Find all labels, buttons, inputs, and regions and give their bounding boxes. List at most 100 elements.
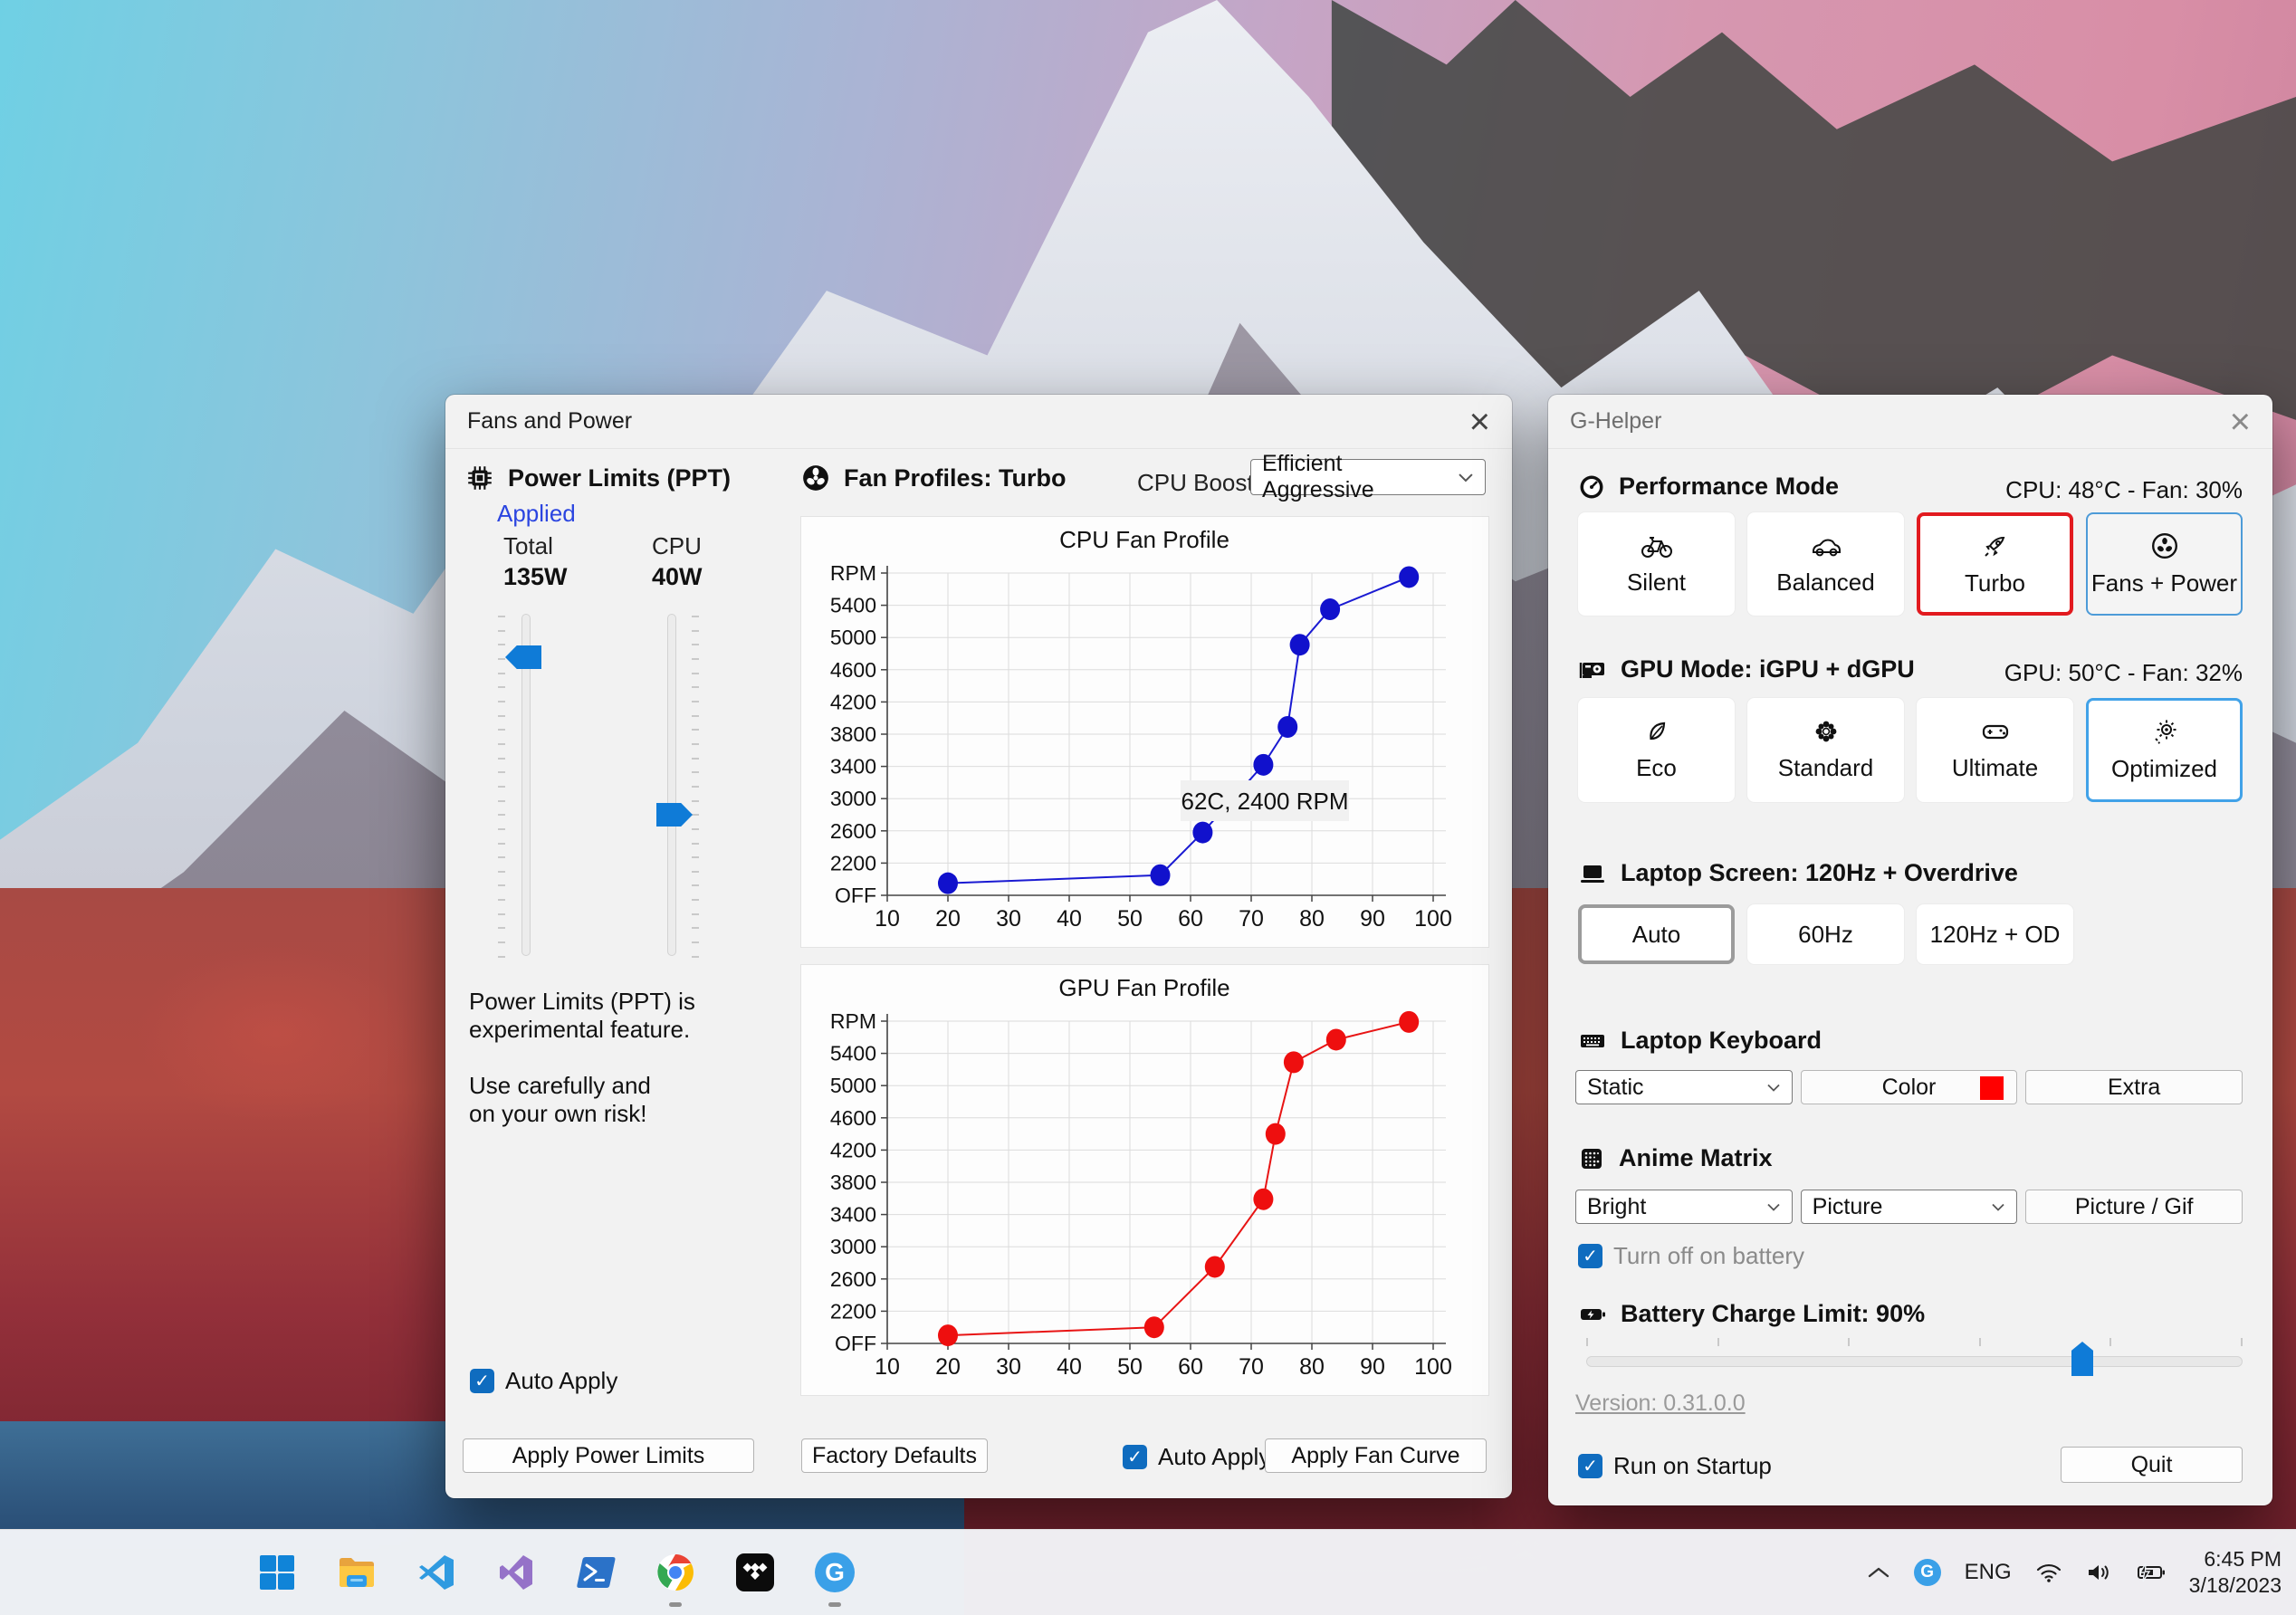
standard-gpu-button[interactable]: Standard xyxy=(1747,698,1904,802)
gpu-mode-header: GPU Mode: iGPU + dGPU xyxy=(1578,655,1915,683)
cpu-slider-thumb[interactable] xyxy=(656,803,693,827)
svg-text:70: 70 xyxy=(1239,906,1264,932)
fan-auto-apply-label: Auto Apply xyxy=(1158,1443,1271,1470)
start-button[interactable] xyxy=(255,1551,299,1594)
vscode-icon xyxy=(419,1555,454,1590)
svg-text:3000: 3000 xyxy=(830,1235,876,1258)
vscode-button[interactable] xyxy=(415,1551,458,1594)
eco-gpu-button[interactable]: Eco xyxy=(1578,698,1735,802)
close-icon[interactable]: × xyxy=(2229,401,2251,442)
turbo-mode-button[interactable]: Turbo xyxy=(1917,512,2073,616)
battery-slider-thumb[interactable] xyxy=(2071,1342,2093,1376)
laptop-keyboard-header: Laptop Keyboard xyxy=(1578,1027,1822,1055)
chevron-down-icon xyxy=(1767,1084,1780,1092)
color-swatch xyxy=(1980,1076,2004,1100)
factory-defaults-button[interactable]: Factory Defaults xyxy=(801,1438,988,1473)
svg-text:62C, 2400 RPM: 62C, 2400 RPM xyxy=(1181,788,1349,815)
ghelper-titlebar[interactable]: G-Helper × xyxy=(1548,395,2272,449)
svg-text:100: 100 xyxy=(1414,906,1452,932)
svg-text:GPU Fan Profile: GPU Fan Profile xyxy=(1058,974,1229,1001)
chevron-down-icon xyxy=(1992,1203,2004,1211)
svg-text:30: 30 xyxy=(996,1354,1021,1380)
total-value: 135W xyxy=(503,563,568,590)
power-auto-apply-label: Auto Apply xyxy=(505,1367,618,1394)
gamepad-icon xyxy=(1982,724,2008,740)
cpu-fan-chart[interactable]: CPU Fan Profile RPM 5400 5000 4600 4200 3800 34… xyxy=(801,517,1488,947)
svg-text:5000: 5000 xyxy=(830,1074,876,1097)
keyboard-color-button[interactable]: Color xyxy=(1800,1070,2018,1104)
apply-power-limits-button[interactable]: Apply Power Limits xyxy=(463,1438,754,1473)
svg-text:20: 20 xyxy=(935,1354,961,1380)
svg-text:20: 20 xyxy=(935,906,961,932)
tray-time: 6:45 PM xyxy=(2204,1547,2282,1571)
cpu-boost-select[interactable]: Efficient Aggressive xyxy=(1250,451,1486,502)
chevron-down-icon xyxy=(1767,1203,1780,1211)
fans-and-power-window: Fans and Power × Power Limits (PPT) Appl… xyxy=(445,395,1512,1498)
total-slider-track[interactable] xyxy=(521,614,531,956)
apply-fan-curve-button[interactable]: Apply Fan Curve xyxy=(1265,1438,1487,1473)
balanced-mode-button[interactable]: Balanced xyxy=(1747,512,1904,616)
fan-auto-apply-checkbox[interactable]: ✓ xyxy=(1123,1445,1147,1469)
gpu-mode-buttons: Eco Standard Ultimate xyxy=(1578,698,2243,802)
ultimate-gpu-button[interactable]: Ultimate xyxy=(1917,698,2073,802)
tidal-button[interactable] xyxy=(733,1551,777,1594)
power-auto-apply-checkbox[interactable]: ✓ xyxy=(470,1369,494,1393)
wifi-icon[interactable] xyxy=(2035,1562,2062,1583)
run-on-startup-checkbox[interactable]: ✓ xyxy=(1578,1454,1602,1478)
svg-text:4600: 4600 xyxy=(830,1106,876,1130)
chrome-button[interactable] xyxy=(654,1551,697,1607)
gear-sparks-icon xyxy=(2154,720,2176,744)
tidal-icon xyxy=(736,1553,774,1591)
total-slider-thumb[interactable] xyxy=(505,645,541,669)
svg-text:10: 10 xyxy=(875,906,900,932)
gpu-fan-chart[interactable]: GPU Fan Profile RPM 5400 5000 4600 4200 3800 34… xyxy=(801,965,1488,1395)
power-auto-apply-row: ✓ Auto Apply xyxy=(470,1367,617,1395)
turn-off-on-battery-checkbox[interactable]: ✓ xyxy=(1578,1244,1602,1268)
keyboard-extra-button[interactable]: Extra xyxy=(2025,1070,2243,1104)
close-icon[interactable]: × xyxy=(1468,401,1490,442)
quit-button[interactable]: Quit xyxy=(2061,1447,2243,1483)
screen-auto-button[interactable]: Auto xyxy=(1578,904,1735,964)
car-icon xyxy=(1812,539,1841,556)
screen-buttons: Auto 60Hz 120Hz + OD xyxy=(1578,904,2243,964)
cpu-slider-track[interactable] xyxy=(667,614,676,956)
run-on-startup-row: ✓ Run on Startup xyxy=(1578,1452,1772,1480)
version-link[interactable]: Version: 0.31.0.0 xyxy=(1575,1390,1746,1416)
system-tray: G ENG 6:45 PM 3/18/2023 xyxy=(1867,1530,2282,1615)
cpu-fan-chart-panel: CPU Fan Profile RPM 5400 5000 4600 4200 3800 34… xyxy=(801,517,1488,947)
anime-mode-select[interactable]: Picture xyxy=(1800,1190,2018,1224)
optimized-gpu-button[interactable]: Optimized xyxy=(2086,698,2243,802)
battery-charging-icon[interactable] xyxy=(2137,1562,2166,1583)
chrome-icon xyxy=(657,1554,694,1591)
clock[interactable]: 6:45 PM 3/18/2023 xyxy=(2189,1546,2282,1599)
battery-slider-ticks xyxy=(1586,1338,2243,1346)
fan-icon xyxy=(803,465,828,491)
file-explorer-button[interactable] xyxy=(335,1551,378,1594)
gpu-card-icon xyxy=(1579,662,1604,678)
language-indicator[interactable]: ENG xyxy=(1964,1560,2012,1584)
svg-text:OFF: OFF xyxy=(835,884,876,907)
tray-chevron-up-icon[interactable] xyxy=(1867,1565,1890,1580)
anime-picture-gif-button[interactable]: Picture / Gif xyxy=(2025,1190,2243,1224)
fans-power-mode-button[interactable]: Fans + Power xyxy=(2086,512,2243,616)
fans-window-titlebar[interactable]: Fans and Power × xyxy=(445,395,1512,449)
ghelper-tray-icon[interactable]: G xyxy=(1913,1559,1941,1586)
battery-charge-header: Battery Charge Limit: 90% xyxy=(1578,1300,1925,1328)
screen-120hz-od-button[interactable]: 120Hz + OD xyxy=(1917,904,2073,964)
silent-mode-button[interactable]: Silent xyxy=(1578,512,1735,616)
anime-controls-row: Bright Picture Picture / Gif xyxy=(1575,1190,2243,1224)
keyboard-mode-select[interactable]: Static xyxy=(1575,1070,1793,1104)
keyboard-controls-row: Static Color Extra xyxy=(1575,1070,2243,1104)
battery-slider-track[interactable] xyxy=(1586,1356,2243,1367)
svg-text:80: 80 xyxy=(1299,906,1325,932)
visual-studio-button[interactable] xyxy=(494,1551,538,1594)
powershell-button[interactable] xyxy=(574,1551,617,1594)
screen-60hz-button[interactable]: 60Hz xyxy=(1747,904,1904,964)
volume-icon[interactable] xyxy=(2086,1562,2113,1583)
applied-link[interactable]: Applied xyxy=(497,500,576,527)
visual-studio-icon xyxy=(500,1555,532,1590)
ghelper-title: G-Helper xyxy=(1570,408,1662,434)
bicycle-icon xyxy=(1641,536,1672,558)
ghelper-taskbar-button[interactable]: G xyxy=(813,1551,856,1607)
anime-brightness-select[interactable]: Bright xyxy=(1575,1190,1793,1224)
